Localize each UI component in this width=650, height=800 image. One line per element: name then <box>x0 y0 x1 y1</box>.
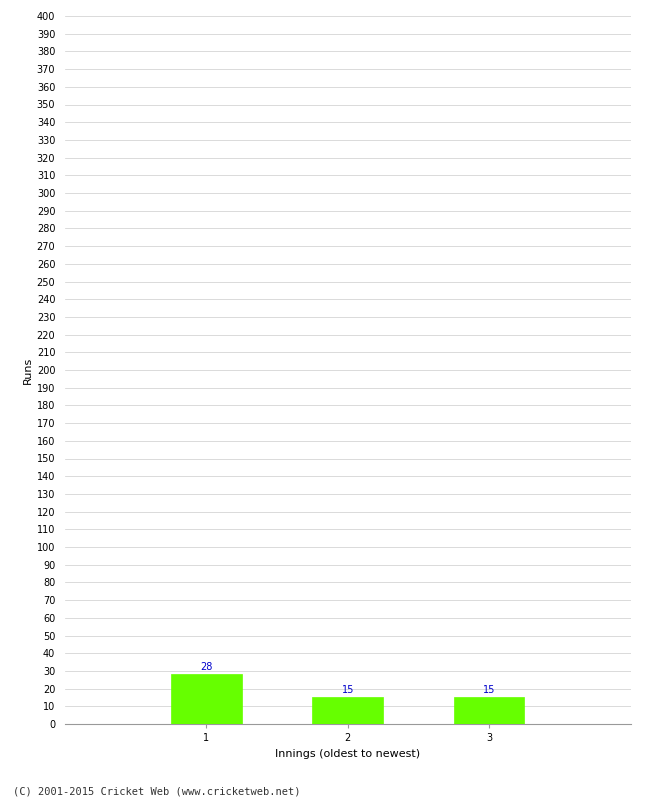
Text: 15: 15 <box>483 685 495 694</box>
Bar <box>313 698 383 724</box>
Text: 28: 28 <box>200 662 213 672</box>
Y-axis label: Runs: Runs <box>23 356 32 384</box>
Bar <box>171 674 242 724</box>
Text: 15: 15 <box>341 685 354 694</box>
Bar <box>454 698 525 724</box>
Text: (C) 2001-2015 Cricket Web (www.cricketweb.net): (C) 2001-2015 Cricket Web (www.cricketwe… <box>13 786 300 796</box>
X-axis label: Innings (oldest to newest): Innings (oldest to newest) <box>275 749 421 758</box>
